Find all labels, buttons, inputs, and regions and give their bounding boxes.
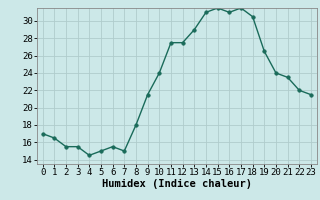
X-axis label: Humidex (Indice chaleur): Humidex (Indice chaleur) bbox=[102, 179, 252, 189]
